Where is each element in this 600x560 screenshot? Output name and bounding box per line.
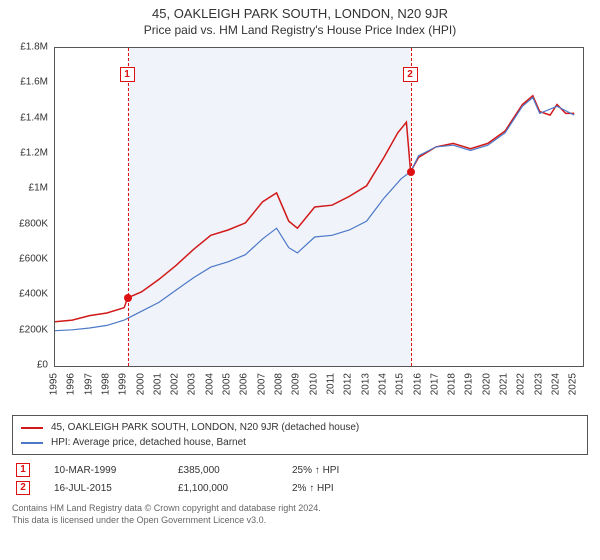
- x-tick-label: 2017: [429, 373, 440, 395]
- x-tick-label: 2004: [204, 373, 215, 395]
- sale-marker-dot: [124, 294, 132, 302]
- x-tick-label: 2001: [152, 373, 163, 395]
- y-axis: £0£200K£400K£600K£800K£1M£1.2M£1.4M£1.6M…: [12, 47, 52, 367]
- y-tick-label: £1.4M: [20, 112, 48, 123]
- sale-row: 1 10-MAR-1999 £385,000 25% ↑ HPI: [12, 461, 588, 479]
- x-tick-label: 2007: [256, 373, 267, 395]
- sale-marker-box: 2: [403, 67, 418, 82]
- y-tick-label: £200K: [19, 324, 48, 335]
- sale-marker-line: [411, 48, 412, 366]
- sale-price: £385,000: [178, 465, 268, 476]
- x-tick-label: 2016: [412, 373, 423, 395]
- sale-price: £1,100,000: [178, 483, 268, 494]
- x-tick-label: 2019: [464, 373, 475, 395]
- footer-line: This data is licensed under the Open Gov…: [12, 515, 588, 527]
- x-tick-label: 2023: [533, 373, 544, 395]
- x-tick-label: 2013: [360, 373, 371, 395]
- y-tick-label: £1M: [29, 183, 48, 194]
- x-tick-label: 2012: [343, 373, 354, 395]
- legend-row-hpi: HPI: Average price, detached house, Barn…: [21, 435, 579, 450]
- sales-table: 1 10-MAR-1999 £385,000 25% ↑ HPI 2 16-JU…: [12, 461, 588, 497]
- x-tick-label: 2011: [325, 373, 336, 395]
- x-tick-label: 2025: [568, 373, 579, 395]
- x-tick-label: 2021: [499, 373, 510, 395]
- chart-area: £0 £200K £400K £600K £800K £1M £1.2M £1.4M £1.6M…: [12, 43, 588, 413]
- x-axis: 1995199619971998199920002001200220032004…: [54, 369, 584, 413]
- x-tick-label: 2000: [135, 373, 146, 395]
- footer-attribution: Contains HM Land Registry data © Crown c…: [12, 503, 588, 526]
- x-tick-label: 1999: [118, 373, 129, 395]
- y-tick-label: £1.8M: [20, 42, 48, 53]
- y-tick-label: £1.2M: [20, 148, 48, 159]
- chart-title: 45, OAKLEIGH PARK SOUTH, LONDON, N20 9JR: [12, 6, 588, 21]
- x-tick-label: 2010: [308, 373, 319, 395]
- x-tick-label: 2022: [516, 373, 527, 395]
- x-tick-label: 2020: [481, 373, 492, 395]
- y-tick-label: £400K: [19, 289, 48, 300]
- x-tick-label: 2018: [447, 373, 458, 395]
- legend-label-property: 45, OAKLEIGH PARK SOUTH, LONDON, N20 9JR…: [51, 420, 359, 435]
- legend-swatch-property: [21, 427, 43, 429]
- sale-marker-num: 2: [16, 481, 30, 495]
- sale-date: 16-JUL-2015: [54, 483, 154, 494]
- x-tick-label: 1997: [83, 373, 94, 395]
- chart-subtitle: Price paid vs. HM Land Registry's House …: [12, 23, 588, 37]
- x-tick-label: 2005: [222, 373, 233, 395]
- x-tick-label: 2009: [291, 373, 302, 395]
- legend-label-hpi: HPI: Average price, detached house, Barn…: [51, 435, 246, 450]
- x-tick-label: 2015: [395, 373, 406, 395]
- y-tick-label: £600K: [19, 254, 48, 265]
- sale-marker-num: 1: [16, 463, 30, 477]
- sale-marker-dot: [407, 168, 415, 176]
- x-tick-label: 1998: [100, 373, 111, 395]
- chart-container: 45, OAKLEIGH PARK SOUTH, LONDON, N20 9JR…: [0, 0, 600, 534]
- x-tick-label: 2024: [551, 373, 562, 395]
- x-tick-label: 2014: [377, 373, 388, 395]
- x-tick-label: 1995: [49, 373, 60, 395]
- plot-region: [54, 47, 584, 367]
- footer-line: Contains HM Land Registry data © Crown c…: [12, 503, 588, 515]
- legend-row-property: 45, OAKLEIGH PARK SOUTH, LONDON, N20 9JR…: [21, 420, 579, 435]
- x-tick-label: 1996: [66, 373, 77, 395]
- x-tick-label: 2006: [239, 373, 250, 395]
- y-tick-label: £0: [37, 360, 48, 371]
- y-tick-label: £800K: [19, 218, 48, 229]
- legend-swatch-hpi: [21, 442, 43, 444]
- legend-box: 45, OAKLEIGH PARK SOUTH, LONDON, N20 9JR…: [12, 415, 588, 455]
- sale-marker-line: [128, 48, 129, 366]
- plot-svg: [55, 48, 583, 366]
- x-tick-label: 2008: [274, 373, 285, 395]
- y-tick-label: £1.6M: [20, 77, 48, 88]
- x-tick-label: 2003: [187, 373, 198, 395]
- sale-marker-box: 1: [120, 67, 135, 82]
- sale-date: 10-MAR-1999: [54, 465, 154, 476]
- sale-delta: 2% ↑ HPI: [292, 483, 382, 494]
- x-tick-label: 2002: [170, 373, 181, 395]
- sale-delta: 25% ↑ HPI: [292, 465, 382, 476]
- sale-row: 2 16-JUL-2015 £1,100,000 2% ↑ HPI: [12, 479, 588, 497]
